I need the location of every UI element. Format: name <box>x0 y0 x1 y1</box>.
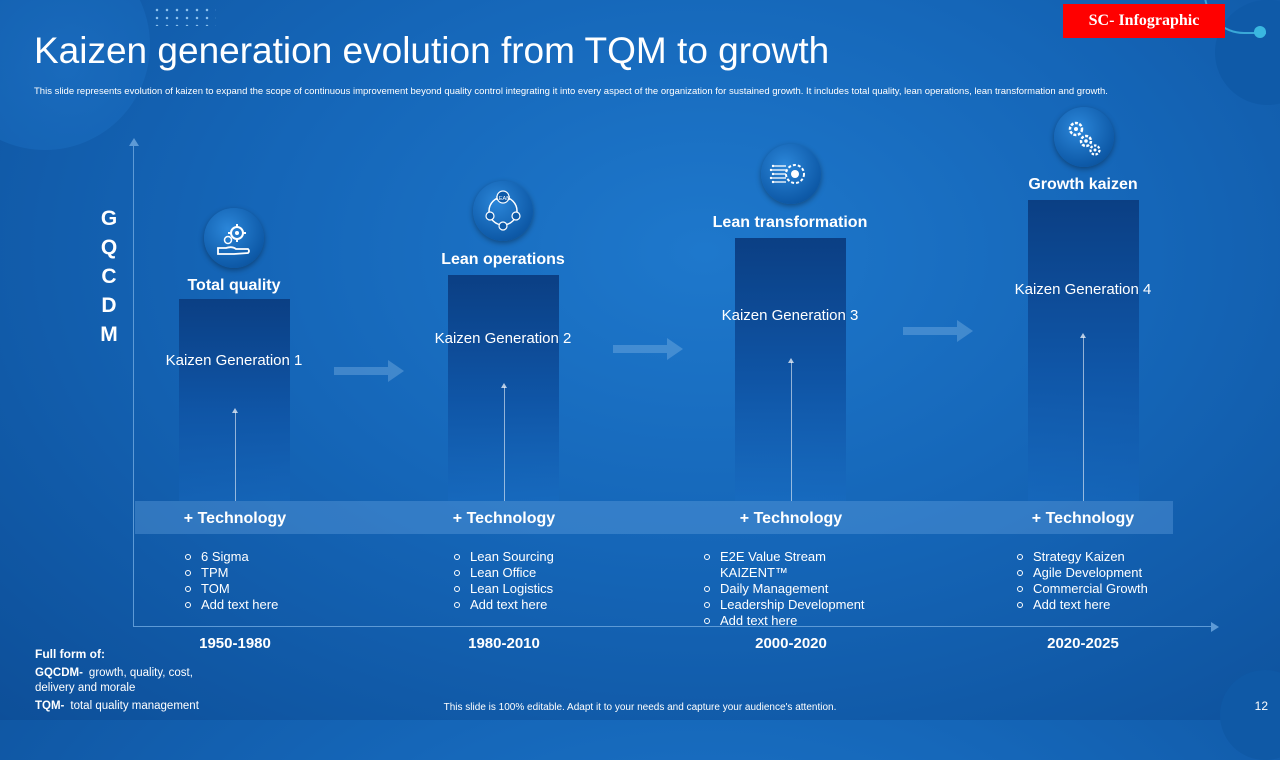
generation-1-up-line <box>235 412 236 501</box>
decorative-circle-bottom-right <box>1220 670 1280 760</box>
list-item: Daily Management <box>703 581 865 597</box>
list-item: TOM <box>184 581 278 597</box>
list-item: Lean Office <box>453 565 554 581</box>
tqm-key: TQM- <box>35 700 65 712</box>
generation-4-label: Kaizen Generation 4 <box>1014 281 1152 298</box>
technology-label-2: + Technology <box>452 510 556 527</box>
list-item: 6 Sigma <box>184 549 278 565</box>
y-axis <box>133 142 134 627</box>
technology-label-3: + Technology <box>739 510 843 527</box>
transition-arrow-1 <box>334 360 404 382</box>
transition-arrow-3 <box>903 320 973 342</box>
technology-list-3: E2E Value Stream KAIZENT™ Daily Manageme… <box>703 549 865 629</box>
transition-arrow-2 <box>613 338 683 360</box>
technology-list-1: 6 Sigma TPM TOM Add text here <box>184 549 278 613</box>
tqm-value: total quality management <box>70 700 199 712</box>
technology-list-4: Strategy Kaizen Agile Development Commer… <box>1016 549 1148 613</box>
list-item: Add text here <box>453 597 554 613</box>
list-item: Lean Logistics <box>453 581 554 597</box>
list-item: Lean Sourcing <box>453 549 554 565</box>
generation-1-label: Kaizen Generation 1 <box>165 352 303 369</box>
x-axis-arrowhead <box>1211 622 1219 632</box>
page-number: 12 <box>1254 699 1268 713</box>
decorative-dot-grid <box>152 6 216 26</box>
x-axis <box>133 626 1213 627</box>
gqcdm-axis-label: G Q C D M <box>96 204 122 349</box>
list-item: Add text here <box>184 597 278 613</box>
generation-1-bar <box>179 299 290 501</box>
stage-label-total-quality: Total quality <box>187 277 281 294</box>
list-item: Agile Development <box>1016 565 1148 581</box>
generation-2-up-line <box>504 387 505 501</box>
svg-text:LEAN: LEAN <box>496 196 510 202</box>
sc-infographic-badge: SC- Infographic <box>1063 4 1225 38</box>
list-item: TPM <box>184 565 278 581</box>
technology-band <box>135 501 1173 534</box>
generation-2-label: Kaizen Generation 2 <box>434 330 572 347</box>
gqcdm-definition-continued: delivery and morale <box>35 682 136 694</box>
period-label-2: 1980-2010 <box>468 635 540 652</box>
y-axis-arrowhead <box>129 138 139 146</box>
list-item: Leadership Development <box>703 597 865 613</box>
generation-3-label: Kaizen Generation 3 <box>721 307 859 324</box>
lean-cycle-icon: LEAN <box>473 181 533 241</box>
axis-letter-m: M <box>100 323 118 346</box>
hand-gears-icon <box>204 208 264 268</box>
decorative-dot <box>1254 26 1266 38</box>
list-item: Add text here <box>703 613 865 629</box>
technology-list-2: Lean Sourcing Lean Office Lean Logistics… <box>453 549 554 613</box>
list-item: KAIZENT™ <box>720 565 788 580</box>
decorative-circle-top-left <box>0 0 150 150</box>
period-label-4: 2020-2025 <box>1047 635 1119 652</box>
gqcdm-key: GQCDM- <box>35 667 83 679</box>
period-label-1: 1950-1980 <box>199 635 271 652</box>
gqcdm-definition: GQCDM-growth, quality, cost, <box>35 666 193 681</box>
technology-label-1: + Technology <box>183 510 287 527</box>
list-item: Commercial Growth <box>1016 581 1148 597</box>
generation-3-up-arrowhead <box>788 358 794 363</box>
axis-letter-c: C <box>101 265 117 288</box>
generation-3-bar <box>735 238 846 501</box>
digital-gear-icon <box>761 144 821 204</box>
technology-label-4: + Technology <box>1031 510 1135 527</box>
axis-letter-q: Q <box>100 236 118 259</box>
slide-title: Kaizen generation evolution from TQM to … <box>34 30 830 71</box>
generation-4-up-arrowhead <box>1080 333 1086 338</box>
list-item: Strategy Kaizen <box>1016 549 1148 565</box>
full-form-heading: Full form of: <box>35 647 105 661</box>
slide-subtitle: This slide represents evolution of kaize… <box>34 86 1108 97</box>
generation-4-up-line <box>1083 337 1084 501</box>
gears-icon <box>1054 107 1114 167</box>
tqm-definition: TQM-total quality management <box>35 699 199 714</box>
stage-label-growth-kaizen: Growth kaizen <box>1028 176 1138 193</box>
footer-note: This slide is 100% editable. Adapt it to… <box>443 702 837 713</box>
list-item: Add text here <box>1016 597 1148 613</box>
generation-2-up-arrowhead <box>501 383 507 388</box>
axis-letter-d: D <box>101 294 117 317</box>
gqcdm-value: growth, quality, cost, <box>88 667 193 679</box>
period-label-3: 2000-2020 <box>755 635 827 652</box>
generation-2-bar <box>448 275 559 501</box>
stage-label-lean-operations: Lean operations <box>441 251 565 268</box>
axis-letter-g: G <box>100 207 118 230</box>
stage-label-lean-transformation: Lean transformation <box>712 214 868 231</box>
generation-3-up-line <box>791 362 792 501</box>
list-item: E2E Value Stream <box>703 549 865 565</box>
generation-1-up-arrowhead <box>232 408 238 413</box>
